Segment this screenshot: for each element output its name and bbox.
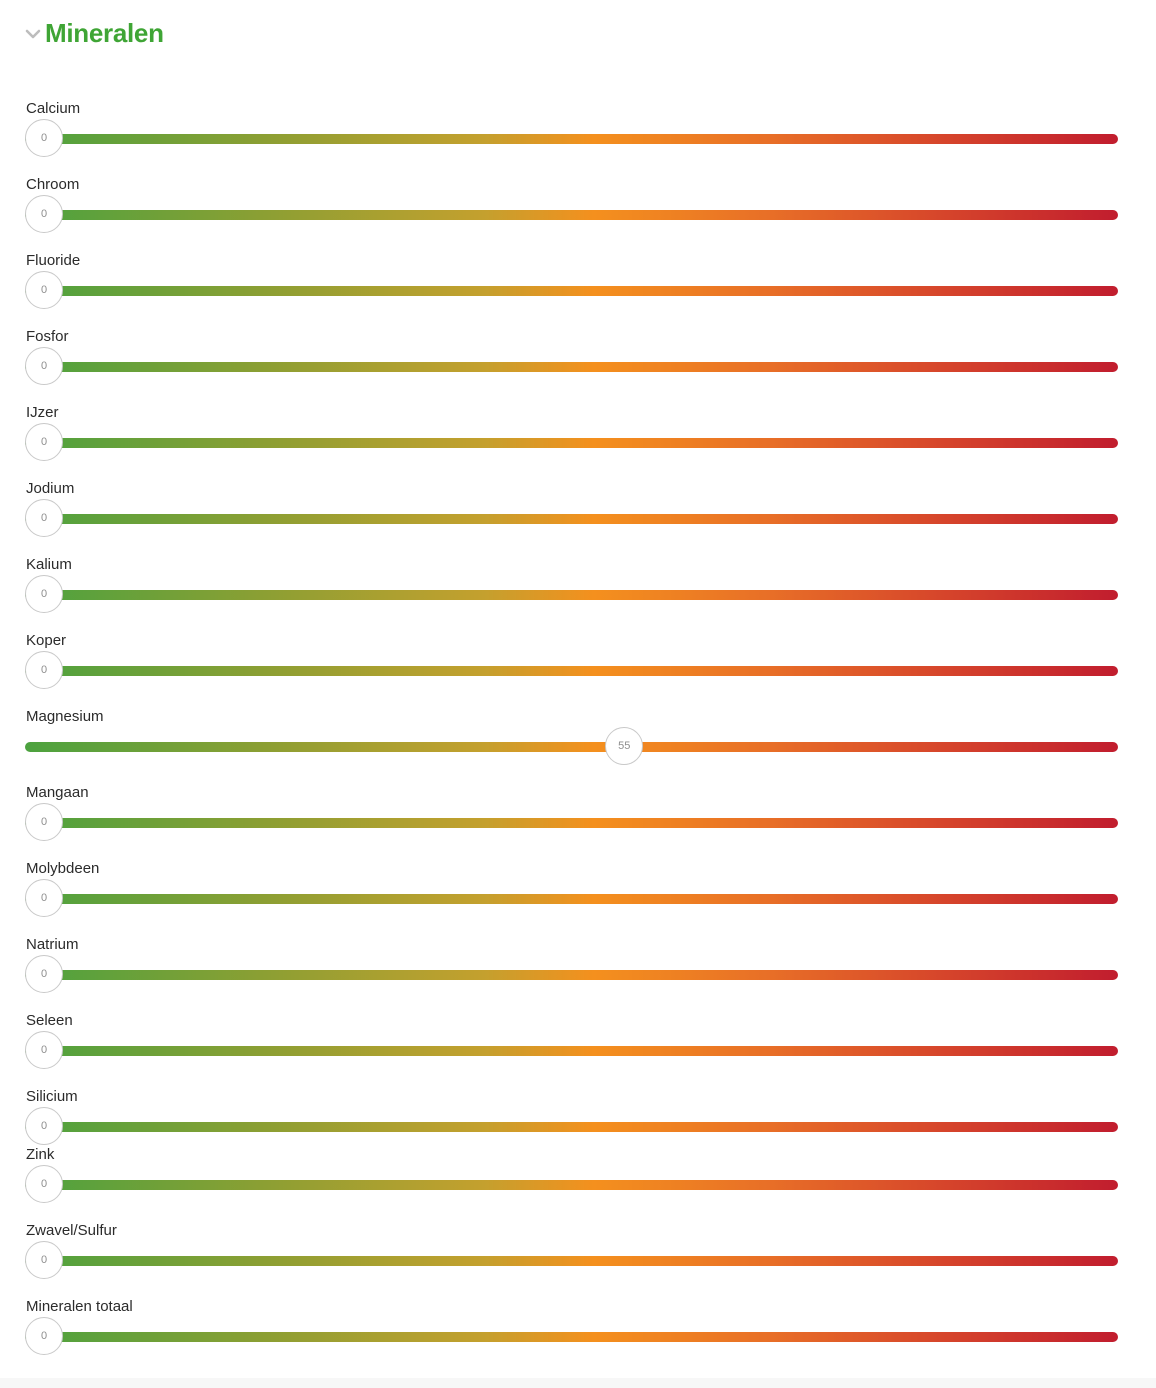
slider-label: Mangaan	[26, 784, 89, 801]
slider-label: Kalium	[26, 556, 72, 573]
slider-handle[interactable]: 0	[25, 423, 63, 461]
slider-track[interactable]	[25, 970, 1118, 980]
slider-label: Mineralen totaal	[26, 1298, 133, 1315]
slider-row: Molybdeen 0	[0, 859, 1156, 935]
slider-row: Mangaan 0	[0, 783, 1156, 859]
slider-track[interactable]	[25, 742, 1118, 752]
slider-label: Zink	[26, 1146, 55, 1163]
slider-row: Mineralen totaal 0	[0, 1297, 1156, 1373]
slider-row: Kalium 0	[0, 555, 1156, 631]
slider-handle[interactable]: 0	[25, 1241, 63, 1279]
footer-shade	[0, 1378, 1156, 1388]
slider-handle[interactable]: 0	[25, 271, 63, 309]
slider-track[interactable]	[25, 286, 1118, 296]
slider-handle[interactable]: 0	[25, 1107, 63, 1145]
slider-handle[interactable]: 55	[605, 727, 644, 765]
slider-track[interactable]	[25, 514, 1118, 524]
section-header-mineralen[interactable]: Mineralen	[25, 18, 164, 49]
slider-row: Chroom 0	[0, 175, 1156, 251]
slider-label: Koper	[26, 632, 67, 649]
slider-row: Fluoride 0	[0, 251, 1156, 327]
slider-track[interactable]	[25, 666, 1118, 676]
slider-handle[interactable]: 0	[25, 575, 63, 613]
slider-row: Jodium 0	[0, 479, 1156, 555]
slider-row: Zink 0	[0, 1145, 1156, 1221]
slider-label: Magnesium	[26, 708, 104, 725]
slider-handle[interactable]: 0	[25, 803, 63, 841]
slider-handle[interactable]: 0	[25, 499, 63, 537]
slider-row: Silicium 0	[0, 1087, 1156, 1163]
slider-handle[interactable]: 0	[25, 955, 63, 993]
slider-row: Koper 0	[0, 631, 1156, 707]
slider-label: Fluoride	[26, 252, 81, 269]
slider-track[interactable]	[25, 362, 1118, 372]
slider-handle[interactable]: 0	[25, 651, 63, 689]
slider-handle[interactable]: 0	[25, 119, 63, 157]
slider-handle[interactable]: 0	[25, 879, 63, 917]
slider-track[interactable]	[25, 818, 1118, 828]
slider-track[interactable]	[25, 134, 1118, 144]
slider-label: Calcium	[26, 100, 81, 117]
chevron-down-icon[interactable]	[25, 26, 41, 42]
slider-label: Natrium	[26, 936, 79, 953]
slider-track[interactable]	[25, 1122, 1118, 1132]
slider-track[interactable]	[25, 894, 1118, 904]
slider-row: IJzer 0	[0, 403, 1156, 479]
slider-track[interactable]	[25, 438, 1118, 448]
slider-label: Chroom	[26, 176, 80, 193]
slider-label: Fosfor	[26, 328, 69, 345]
slider-row: Seleen 0	[0, 1011, 1156, 1087]
slider-label: Zwavel/Sulfur	[26, 1222, 117, 1239]
slider-label: Jodium	[26, 480, 75, 497]
slider-handle[interactable]: 0	[25, 347, 63, 385]
slider-track[interactable]	[25, 1256, 1118, 1266]
slider-track[interactable]	[25, 210, 1118, 220]
slider-row: Natrium 0	[0, 935, 1156, 1011]
slider-label: IJzer	[26, 404, 59, 421]
slider-row: Zwavel/Sulfur 0	[0, 1221, 1156, 1297]
slider-track[interactable]	[25, 590, 1118, 600]
slider-handle[interactable]: 0	[25, 1031, 63, 1069]
slider-handle[interactable]: 0	[25, 1165, 63, 1203]
slider-handle[interactable]: 0	[25, 195, 63, 233]
slider-track[interactable]	[25, 1046, 1118, 1056]
slider-row: Calcium 0	[0, 99, 1156, 175]
slider-label: Silicium	[26, 1088, 78, 1105]
slider-row: Magnesium 55	[0, 707, 1156, 783]
section-title: Mineralen	[45, 18, 164, 48]
slider-handle[interactable]: 0	[25, 1317, 63, 1355]
slider-label: Molybdeen	[26, 860, 100, 877]
slider-label: Seleen	[26, 1012, 73, 1029]
slider-track[interactable]	[25, 1180, 1118, 1190]
slider-row: Fosfor 0	[0, 327, 1156, 403]
slider-track[interactable]	[25, 1332, 1118, 1342]
